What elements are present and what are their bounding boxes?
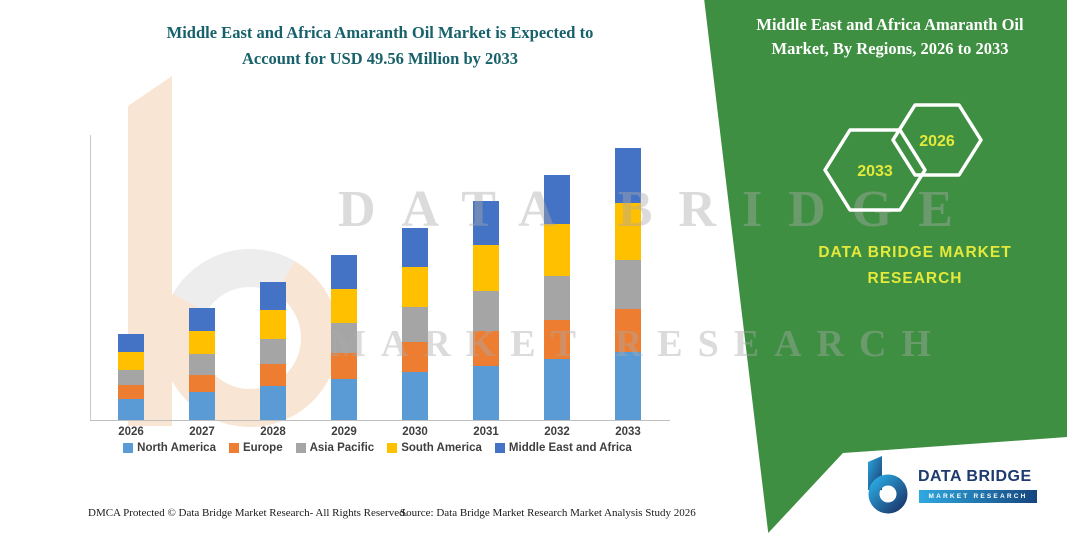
bar-segment	[473, 365, 499, 420]
bar-segment	[615, 352, 641, 420]
bar-segment	[402, 307, 428, 342]
stacked-bar-2026	[118, 334, 144, 420]
bar-segment	[260, 363, 286, 386]
bar-segment	[189, 374, 215, 392]
bar-segment	[331, 352, 357, 379]
bar-segment	[189, 354, 215, 375]
legend-label: South America	[401, 442, 482, 454]
dmca-notice: DMCA Protected © Data Bridge Market Rese…	[88, 507, 408, 519]
legend-label: Middle East and Africa	[508, 442, 632, 454]
bar-segment	[473, 245, 499, 292]
bar-segment	[615, 308, 641, 352]
x-axis-label: 2032	[544, 426, 570, 438]
legend-label: North America	[137, 442, 216, 454]
bar-segment	[615, 202, 641, 260]
x-axis-label: 2029	[331, 426, 357, 438]
bar-segment	[473, 330, 499, 366]
hexagon-year-front: 2026	[919, 133, 955, 150]
bar-segment	[260, 338, 286, 364]
bar-segment	[544, 358, 570, 420]
bar-segment	[118, 384, 144, 399]
bar-segment	[331, 378, 357, 420]
stacked-bar-2031	[473, 200, 499, 420]
legend-item: Europe	[228, 442, 283, 454]
legend-item: Asia Pacific	[295, 442, 375, 454]
company-logo-banner: MARKET RESEARCH	[919, 490, 1037, 503]
banner-brand-line1: DATA BRIDGE MARKET	[818, 244, 1012, 261]
bar-segment	[260, 281, 286, 310]
banner-brand-text: DATA BRIDGE MARKET RESEARCH	[790, 240, 1040, 293]
legend-item: Middle East and Africa	[494, 442, 632, 454]
bar-segment	[118, 351, 144, 370]
stacked-bar-2027	[189, 308, 215, 420]
x-axis-label: 2026	[118, 426, 144, 438]
source-note: Source: Data Bridge Market Research Mark…	[400, 507, 696, 519]
chart-headline-line2: Account for USD 49.56 Million by 2033	[241, 48, 519, 68]
x-axis-label: 2027	[189, 426, 215, 438]
stacked-bar-2033	[615, 148, 641, 420]
banner-title-line2: Market, By Regions, 2026 to 2033	[771, 38, 1009, 58]
company-logo-subtitle: MARKET RESEARCH	[928, 493, 1028, 500]
legend-swatch	[295, 443, 306, 453]
hexagon-years-graphic: 2033 2026	[823, 103, 983, 212]
bar-segment	[402, 267, 428, 308]
x-axis-label: 2031	[473, 426, 499, 438]
stacked-bar-2028	[260, 281, 286, 420]
bar-segment	[402, 341, 428, 373]
banner-title-line1: Middle East and Africa Amaranth Oil	[756, 15, 1024, 34]
x-axis-label: 2033	[615, 426, 641, 438]
bar-segment	[544, 319, 570, 359]
stacked-bar-2030	[402, 228, 428, 420]
legend-swatch	[387, 443, 398, 453]
legend-swatch	[494, 443, 505, 453]
company-logo: DATA BRIDGE MARKET RESEARCH	[858, 452, 1058, 522]
chart-headline-line1: Middle East and Africa Amaranth Oil Mark…	[166, 23, 594, 42]
bar-segment	[260, 385, 286, 420]
legend-item: North America	[123, 442, 216, 454]
bar-segment	[473, 200, 499, 246]
bar-segment	[402, 228, 428, 268]
bar-segment	[331, 323, 357, 353]
company-logo-name: DATA BRIDGE	[918, 468, 1032, 485]
bar-segment	[189, 330, 215, 355]
x-axis-label: 2028	[260, 426, 286, 438]
x-axis-label: 2030	[402, 426, 428, 438]
bar-segment	[473, 291, 499, 331]
bar-segment	[544, 275, 570, 320]
legend-label: Europe	[242, 442, 283, 454]
chart-legend: North America Europe Asia Pacific South Ame…	[80, 442, 675, 454]
hexagon-year-back: 2033	[857, 163, 893, 180]
x-axis-line	[90, 420, 670, 421]
bar-segment	[260, 309, 286, 339]
legend-swatch	[228, 443, 239, 453]
bar-segment	[615, 259, 641, 309]
legend-item: South America	[387, 442, 482, 454]
bar-segment	[118, 369, 144, 385]
legend-label: Asia Pacific	[309, 442, 375, 454]
y-axis-line	[90, 135, 91, 420]
data-bridge-logo-icon	[868, 456, 908, 514]
x-axis-labels: 2026 2027 2028 2029 2030 2031 2032 2033	[95, 426, 670, 442]
hexagon-2026	[891, 103, 983, 177]
banner-title: Middle East and Africa Amaranth Oil Mark…	[722, 13, 1058, 61]
bar-segment	[331, 288, 357, 324]
bar-segment	[189, 392, 215, 420]
bar-segment	[544, 224, 570, 276]
bar-segment	[118, 334, 144, 352]
bar-segment	[402, 372, 428, 420]
stacked-bar-2032	[544, 174, 570, 420]
legend-swatch	[123, 443, 134, 453]
bar-segment	[189, 308, 215, 331]
chart-plot	[95, 135, 670, 420]
stacked-bar-2029	[331, 254, 357, 420]
chart-headline: Middle East and Africa Amaranth Oil Mark…	[110, 20, 650, 71]
banner-brand-line2: RESEARCH	[867, 270, 963, 288]
bar-segment	[615, 148, 641, 203]
bar-segment	[331, 254, 357, 289]
bar-segment	[544, 174, 570, 225]
bar-segment	[118, 398, 144, 420]
